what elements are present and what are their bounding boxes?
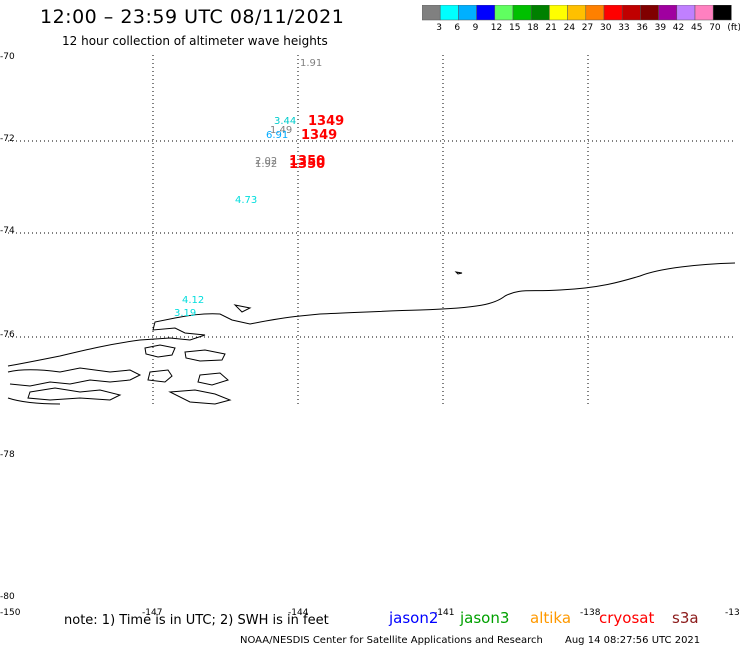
latitude-label: -74: [0, 226, 15, 236]
colorbar-label: 12: [490, 23, 503, 33]
colorbar-label: 18: [527, 23, 539, 33]
wave-height-value: 2.02: [255, 156, 278, 167]
footer-note: note: 1) Time is in UTC; 2) SWH is in fe…: [64, 613, 329, 628]
longitude-label: -144: [288, 608, 309, 618]
wave-height-value: 6.91: [266, 130, 289, 141]
satellite-jason2: jason2: [389, 609, 439, 627]
longitude-label: -147: [142, 608, 163, 618]
wave-height-value: 1.49: [270, 125, 293, 136]
longitude-label: -13: [725, 608, 740, 618]
latitude-label: -70: [0, 52, 15, 62]
wave-height-value: 3.19: [174, 308, 197, 319]
longitude-label: -138: [580, 608, 601, 618]
colorbar-label: (ft): [727, 23, 740, 33]
colorbar-label: 3: [436, 23, 442, 33]
colorbar-label: 42: [672, 23, 685, 33]
satellite-altika: altika: [530, 609, 572, 627]
wave-height-colorbar: [422, 5, 732, 21]
generated-timestamp: Aug 14 08:27:56 UTC 2021: [565, 635, 701, 646]
longitude-label: -141: [434, 608, 455, 618]
wave-height-value: 3.44: [274, 116, 297, 127]
colorbar-label: 6: [454, 23, 461, 33]
colorbar-label: 33: [618, 23, 630, 33]
colorbar-label: 70: [709, 23, 721, 33]
colorbar-label: 45: [691, 23, 703, 33]
colorbar-label: 36: [636, 23, 648, 33]
wave-height-value: 4.73: [235, 195, 258, 206]
satellite-s3a: s3a: [672, 609, 699, 627]
colorbar-label: 21: [545, 23, 557, 33]
latitude-label: -80: [0, 592, 15, 602]
map-subtitle: 12 hour collection of altimeter wave hei…: [62, 34, 328, 48]
orbit-number: 1350: [289, 154, 326, 169]
wave-height-value: 1.91: [300, 58, 323, 69]
graticule: [8, 55, 735, 405]
latitude-label: -72: [0, 134, 15, 144]
credit-text: NOAA/NESDIS Center for Satellite Applica…: [240, 635, 543, 646]
orbit-number: 1350: [289, 157, 326, 172]
orbit-number: 1349: [308, 114, 345, 129]
colorbar-label: 30: [600, 23, 612, 33]
colorbar-swatch: [712, 5, 732, 21]
orbit-number: 1349: [301, 128, 338, 143]
colorbar-label: 24: [563, 23, 576, 33]
map-title: 12:00 – 23:59 UTC 08/11/2021: [40, 6, 345, 28]
longitude-label: -150: [0, 608, 21, 618]
colorbar-label: 9: [472, 23, 479, 33]
colorbar-label: 39: [654, 23, 667, 33]
latitude-label: -78: [0, 450, 15, 460]
wave-height-value: 4.12: [182, 295, 205, 306]
coastline: [7, 262, 736, 405]
satellite-cryosat: cryosat: [599, 609, 655, 627]
wave-height-value: 1.92: [255, 159, 278, 170]
colorbar-label: 27: [581, 23, 594, 33]
colorbar-label: 15: [509, 23, 521, 33]
colorbar-labels: 3 6 9 12 15 18 21 24 27 30 33 36 39 42 45 70 (ft): [422, 23, 740, 35]
latitude-label: -76: [0, 330, 15, 340]
satellite-jason3: jason3: [460, 609, 510, 627]
